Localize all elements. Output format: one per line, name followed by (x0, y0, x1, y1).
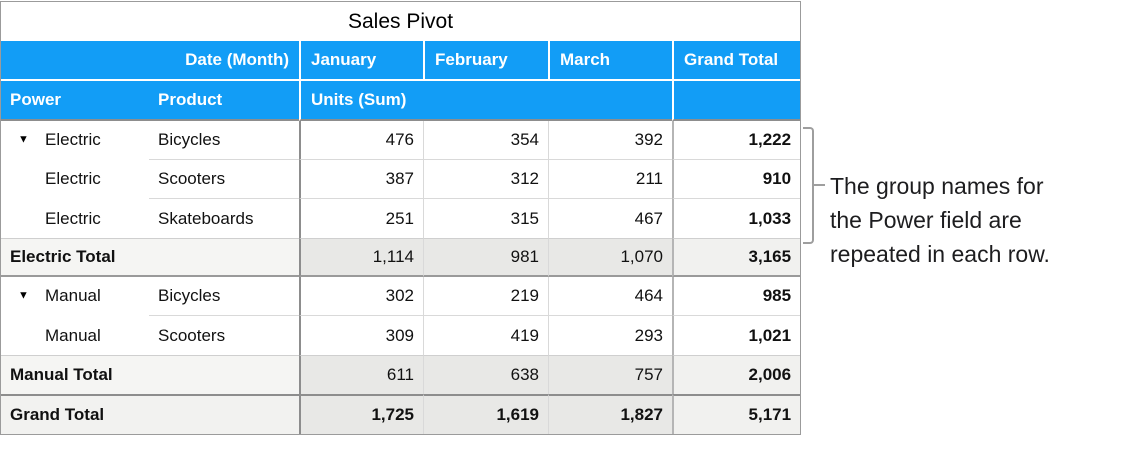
table-row: Grand Total 1,725 1,619 1,827 5,171 (1, 394, 801, 434)
cell-february-total[interactable]: 638 (423, 355, 548, 394)
power-group-label: Electric (45, 130, 101, 149)
header-cell-march[interactable]: March (548, 41, 672, 81)
cell-january-value[interactable]: 309 (299, 316, 423, 355)
header-cell-date-month[interactable]: Date (Month) (1, 41, 299, 81)
cell-february-value[interactable]: 354 (423, 121, 548, 160)
cell-february-total[interactable]: 981 (423, 238, 548, 277)
power-group-label: Manual (45, 286, 101, 305)
header-cell-grand-total-blank[interactable] (672, 81, 801, 121)
cell-february-value[interactable]: 419 (423, 316, 548, 355)
cell-march-total[interactable]: 757 (548, 355, 672, 394)
annotation-line: the Power field are (830, 207, 1022, 233)
disclosure-triangle-icon[interactable]: ▼ (18, 133, 29, 146)
table-row: ▼ Electric Bicycles 476 354 392 1,222 (1, 121, 801, 160)
cell-january-total[interactable]: 1,114 (299, 238, 423, 277)
header-row-fields: Power Product Units (Sum) (1, 81, 801, 121)
cell-march-value[interactable]: 464 (548, 277, 672, 316)
cell-march-total[interactable]: 1,827 (548, 394, 672, 434)
pivot-table[interactable]: Sales Pivot Date (Month) January Februar… (0, 1, 802, 435)
cell-january-value[interactable]: 302 (299, 277, 423, 316)
callout-annotation: The group names for the Power field are … (830, 169, 1050, 271)
table-row: Electric Scooters 387 312 211 910 (1, 160, 801, 199)
cell-january-value[interactable]: 251 (299, 199, 423, 238)
header-cell-grand-total[interactable]: Grand Total (672, 41, 801, 81)
cell-total-label[interactable]: Manual Total (1, 355, 299, 394)
power-group-label: Electric (45, 169, 101, 188)
cell-product[interactable]: Bicycles (149, 121, 299, 160)
cell-total-label[interactable]: Electric Total (1, 238, 299, 277)
cell-january-value[interactable]: 387 (299, 160, 423, 199)
cell-february-value[interactable]: 312 (423, 160, 548, 199)
cell-march-value[interactable]: 392 (548, 121, 672, 160)
cell-power-group[interactable]: ▼ Manual (1, 277, 149, 316)
cell-power-group[interactable]: Electric (1, 199, 149, 238)
cell-grand-total-value[interactable]: 3,165 (672, 238, 801, 277)
annotation-line: repeated in each row. (830, 241, 1050, 267)
header-cell-units-sum[interactable]: Units (Sum) (299, 81, 672, 121)
cell-grand-total-value[interactable]: 1,021 (672, 316, 801, 355)
cell-march-total[interactable]: 1,070 (548, 238, 672, 277)
cell-grand-total-value[interactable]: 1,222 (672, 121, 801, 160)
disclosure-triangle-icon[interactable]: ▼ (18, 289, 29, 302)
cell-power-group[interactable]: Manual (1, 316, 149, 355)
header-cell-power[interactable]: Power (1, 81, 149, 121)
callout-bracket (803, 127, 814, 244)
cell-product[interactable]: Bicycles (149, 277, 299, 316)
table-title[interactable]: Sales Pivot (1, 2, 801, 41)
cell-grand-total-value[interactable]: 1,033 (672, 199, 801, 238)
cell-power-group[interactable]: Electric (1, 160, 149, 199)
table-row: Manual Scooters 309 419 293 1,021 (1, 316, 801, 355)
cell-grand-total-value[interactable]: 910 (672, 160, 801, 199)
cell-february-value[interactable]: 315 (423, 199, 548, 238)
table-row: Electric Total 1,114 981 1,070 3,165 (1, 238, 801, 277)
cell-february-total[interactable]: 1,619 (423, 394, 548, 434)
cell-grand-total-value[interactable]: 2,006 (672, 355, 801, 394)
cell-january-total[interactable]: 1,725 (299, 394, 423, 434)
cell-february-value[interactable]: 219 (423, 277, 548, 316)
cell-grand-total-value[interactable]: 5,171 (672, 394, 801, 434)
cell-grand-total-value[interactable]: 985 (672, 277, 801, 316)
power-group-label: Manual (45, 325, 101, 345)
header-row-months: Date (Month) January February March Gran… (1, 41, 801, 81)
cell-march-value[interactable]: 211 (548, 160, 672, 199)
cell-product[interactable]: Skateboards (149, 199, 299, 238)
cell-product[interactable]: Scooters (149, 160, 299, 199)
cell-total-label[interactable]: Grand Total (1, 394, 299, 434)
table-row: ▼ Manual Bicycles 302 219 464 985 (1, 277, 801, 316)
annotation-line: The group names for (830, 173, 1044, 199)
cell-january-total[interactable]: 611 (299, 355, 423, 394)
power-group-label: Electric (45, 208, 101, 228)
cell-march-value[interactable]: 293 (548, 316, 672, 355)
table-row: Manual Total 611 638 757 2,006 (1, 355, 801, 394)
header-cell-product[interactable]: Product (149, 81, 299, 121)
callout-bracket-tick (814, 184, 825, 186)
cell-january-value[interactable]: 476 (299, 121, 423, 160)
cell-power-group[interactable]: ▼ Electric (1, 121, 149, 160)
header-cell-january[interactable]: January (299, 41, 423, 81)
table-title-row: Sales Pivot (1, 2, 801, 41)
cell-march-value[interactable]: 467 (548, 199, 672, 238)
table-row: Electric Skateboards 251 315 467 1,033 (1, 199, 801, 238)
header-cell-february[interactable]: February (423, 41, 548, 81)
cell-product[interactable]: Scooters (149, 316, 299, 355)
